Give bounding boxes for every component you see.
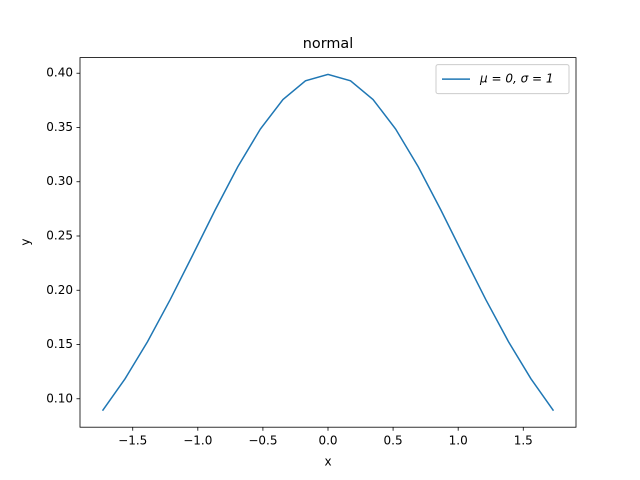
x-tick-label: 0.0	[318, 434, 337, 448]
y-tick-label: 0.10	[46, 391, 73, 405]
legend-label: μ = 0, σ = 1	[479, 72, 554, 86]
y-tick-label: 0.40	[46, 66, 73, 80]
x-tick-label: 1.5	[514, 434, 533, 448]
y-tick-label: 0.35	[46, 120, 73, 134]
y-tick-label: 0.25	[46, 228, 73, 242]
x-tick-label: −1.5	[118, 434, 147, 448]
y-tick-label: 0.30	[46, 174, 73, 188]
x-tick-label: −1.0	[183, 434, 212, 448]
legend-box	[435, 64, 570, 95]
x-axis-label: x	[324, 455, 331, 469]
x-tick-label: −0.5	[248, 434, 277, 448]
x-tick-label: 1.0	[449, 434, 468, 448]
y-axis-label: y	[19, 238, 33, 245]
data-line	[101, 73, 555, 412]
y-tick-label: 0.20	[46, 283, 73, 297]
plot-frame	[79, 57, 577, 428]
chart-title: normal	[303, 36, 353, 52]
x-tick-label: 0.5	[384, 434, 403, 448]
y-tick-label: 0.15	[46, 337, 73, 351]
